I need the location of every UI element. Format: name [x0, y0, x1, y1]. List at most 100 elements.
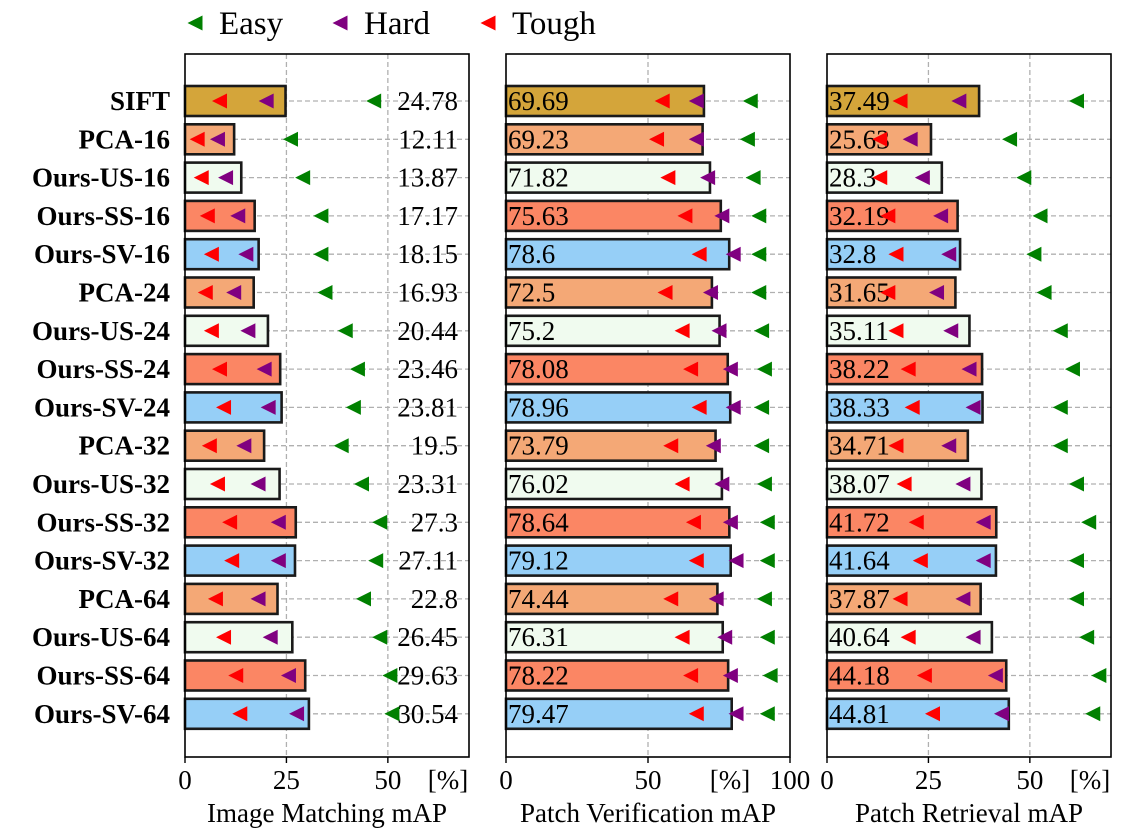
- easy-marker: [756, 361, 772, 377]
- easy-marker: [333, 438, 349, 454]
- value-label: 41.72: [829, 507, 890, 537]
- bar-pca-32: [504, 429, 717, 463]
- tough-marker: [916, 668, 932, 683]
- hard-marker: [688, 131, 704, 147]
- bar-pca-24: [183, 276, 255, 309]
- method-label: Ours-SS-64: [36, 661, 170, 691]
- bar-sift: [504, 84, 706, 118]
- hard-marker: [965, 629, 981, 645]
- hard-marker: [941, 438, 957, 454]
- method-label: PCA-16: [79, 124, 170, 154]
- hard-marker: [961, 361, 977, 377]
- easy-marker: [382, 668, 398, 683]
- value-label: 73.79: [508, 431, 569, 461]
- hard-marker: [708, 591, 724, 607]
- hard-marker: [975, 553, 991, 569]
- easy-marker: [1069, 553, 1085, 569]
- value-label: 27.11: [398, 546, 458, 576]
- tough-marker: [663, 438, 679, 454]
- value-label: 78.08: [508, 354, 569, 384]
- easy-marker: [754, 438, 770, 454]
- value-label: 22.8: [411, 584, 458, 614]
- hard-marker: [280, 668, 296, 683]
- x-tick-label: 25: [273, 765, 300, 795]
- tough-marker: [688, 706, 704, 722]
- easy-marker: [368, 553, 384, 569]
- value-label: 24.78: [397, 86, 458, 116]
- value-label: 31.65: [829, 278, 890, 308]
- easy-marker: [759, 514, 775, 530]
- method-label: PCA-24: [79, 278, 170, 308]
- value-label: 35.11: [829, 316, 889, 346]
- easy-marker: [1064, 361, 1080, 377]
- tough-marker: [216, 399, 232, 415]
- method-label: Ours-US-64: [32, 622, 170, 652]
- tough-marker: [211, 93, 227, 109]
- tough-marker: [201, 438, 217, 454]
- value-label: 79.47: [508, 699, 569, 729]
- hard-marker: [943, 323, 959, 339]
- x-axis-title: Image Matching mAP: [207, 798, 447, 828]
- hard-marker: [240, 323, 256, 339]
- hard-marker: [289, 706, 305, 722]
- x-tick-label: 50: [635, 765, 662, 795]
- method-labels: SIFT PCA-16 Ours-US-16 Ours-SS-16 Ours-SV-16…: [32, 86, 170, 729]
- x-axis-title: Patch Retrieval mAP: [855, 798, 1083, 828]
- value-label: 32.8: [829, 239, 876, 269]
- tough-marker: [683, 668, 699, 683]
- bar-ours-us-24: [183, 314, 270, 348]
- unit-label: [%]: [1070, 765, 1110, 795]
- tough-marker: [663, 591, 679, 607]
- legend-tough-label: Tough: [512, 6, 596, 42]
- hard-marker: [725, 246, 741, 262]
- value-label: 40.64: [829, 622, 890, 652]
- hard-marker: [714, 476, 730, 492]
- easy-marker: [1085, 706, 1101, 722]
- value-label: 38.22: [829, 354, 890, 384]
- legend-tough-marker: [480, 15, 496, 31]
- easy-marker: [1052, 399, 1068, 415]
- hard-marker: [270, 553, 286, 569]
- panel-image-matching: 24.78 12.11 13.87 17.17 18.15 16.93 20.44 23.46…: [178, 53, 470, 828]
- easy-marker: [762, 668, 778, 683]
- hard-marker: [258, 93, 274, 109]
- value-label: 23.31: [397, 469, 458, 499]
- tough-marker: [189, 131, 205, 147]
- tough-marker: [674, 629, 690, 645]
- tough-marker: [222, 514, 238, 530]
- easy-marker: [1032, 208, 1048, 224]
- easy-marker: [356, 591, 372, 607]
- tough-marker: [674, 323, 690, 339]
- hard-marker: [238, 246, 254, 262]
- hard-marker: [705, 438, 721, 454]
- value-label: 27.3: [411, 507, 458, 537]
- bar-ours-us-16: [504, 161, 712, 194]
- panels: 24.78 12.11 13.87 17.17 18.15 16.93 20.44 23.46…: [178, 53, 1112, 828]
- easy-marker: [751, 246, 767, 262]
- panel-patch-verification: 69.69 69.23 71.82 75.63 78.6 72.5 75.2 78.08 78.…: [499, 53, 810, 828]
- value-label: 76.31: [508, 622, 569, 652]
- easy-marker: [349, 361, 365, 377]
- tough-marker: [888, 246, 904, 262]
- easy-marker: [1026, 246, 1042, 262]
- method-label: Ours-SS-24: [36, 354, 170, 384]
- hard-marker: [262, 629, 278, 645]
- plot-frame: [826, 53, 1112, 758]
- value-label: 23.46: [397, 354, 458, 384]
- tough-marker: [209, 476, 225, 492]
- tough-marker: [232, 706, 248, 722]
- tough-marker: [888, 438, 904, 454]
- hard-marker: [728, 553, 744, 569]
- easy-marker: [1016, 170, 1032, 186]
- value-label: 78.96: [508, 392, 569, 422]
- value-label: 71.82: [508, 163, 569, 193]
- easy-marker: [754, 323, 770, 339]
- value-label: 76.02: [508, 469, 569, 499]
- tough-marker: [908, 514, 924, 530]
- hard-marker: [933, 208, 949, 224]
- tough-marker: [688, 553, 704, 569]
- value-label: 79.12: [508, 546, 569, 576]
- hard-marker: [722, 361, 738, 377]
- easy-marker: [384, 706, 400, 722]
- value-label: 28.3: [829, 163, 876, 193]
